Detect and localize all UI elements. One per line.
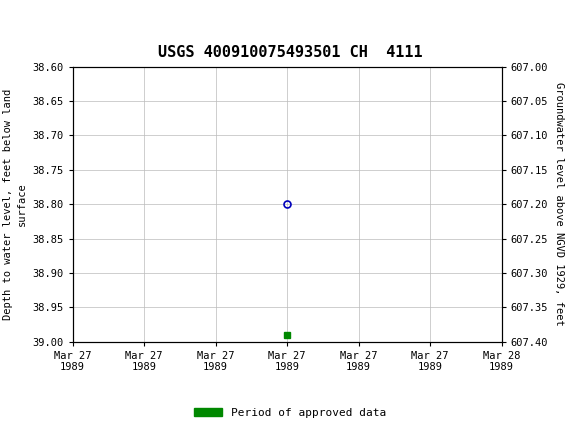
Y-axis label: Groundwater level above NGVD 1929, feet: Groundwater level above NGVD 1929, feet — [554, 83, 564, 326]
Legend: Period of approved data: Period of approved data — [190, 403, 390, 422]
Text: USGS: USGS — [33, 7, 88, 25]
Text: USGS 400910075493501 CH  4111: USGS 400910075493501 CH 4111 — [158, 45, 422, 60]
Y-axis label: Depth to water level, feet below land
surface: Depth to water level, feet below land su… — [3, 89, 27, 320]
